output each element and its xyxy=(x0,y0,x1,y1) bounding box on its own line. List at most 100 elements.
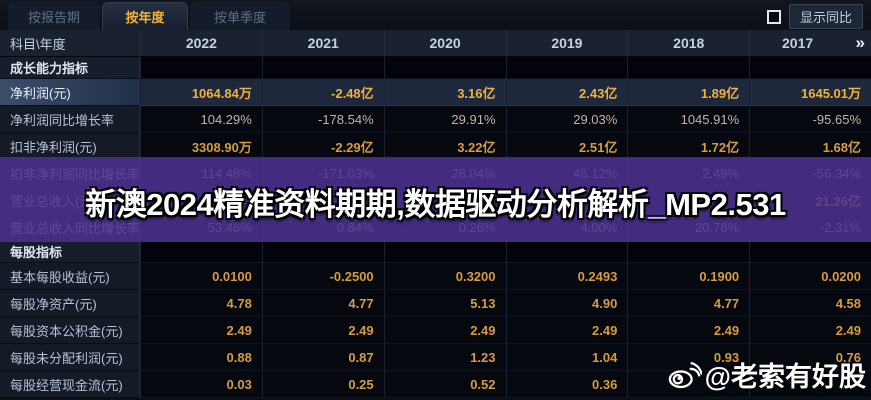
section-empty-cell xyxy=(505,241,628,263)
table-header-row: 科目\年度 2022 2021 2020 2019 2018 2017 » xyxy=(0,30,871,57)
value-cell: -0.2500 xyxy=(261,263,384,290)
value-cell: 21.26亿 xyxy=(749,187,871,214)
table-row[interactable]: 扣非净利润(元) 3308.90万 -2.29亿 3.22亿 2.51亿 1.72亿 1.6… xyxy=(0,133,871,160)
value-cell: 0.0200 xyxy=(749,263,871,290)
value-cell: 4.90 xyxy=(505,290,628,317)
year-column-2022[interactable]: 2022 xyxy=(140,30,262,56)
tab-by-year[interactable]: 按年度 xyxy=(102,2,188,30)
row-label: 每股未分配利润(元) xyxy=(0,344,140,371)
year-column-2021[interactable]: 2021 xyxy=(261,30,384,56)
value-cell xyxy=(749,371,871,398)
value-cell: 0.25 xyxy=(261,371,384,398)
row-label: 每股资本公积金(元) xyxy=(0,317,140,344)
year-column-2018[interactable]: 2018 xyxy=(627,30,749,56)
section-empty-cell xyxy=(749,57,871,79)
section-empty-cell xyxy=(505,57,628,79)
row-label: 扣非净利润同比增长率 xyxy=(0,160,140,187)
value-cell: 3.22亿 xyxy=(383,133,506,160)
year-column-2020[interactable]: 2020 xyxy=(383,30,506,56)
table-row[interactable]: 每股未分配利润(元) 0.88 0.87 1.23 1.04 0.93 0.76 xyxy=(0,344,871,371)
value-cell: -95.65% xyxy=(749,106,871,133)
value-cell xyxy=(505,187,628,214)
table-row[interactable]: 营业总收入(元) 21.26亿 xyxy=(0,187,871,214)
value-cell: 2.49 xyxy=(505,317,628,344)
row-label: 营业总收入同比增长率 xyxy=(0,214,140,241)
value-cell: 0.87 xyxy=(261,344,384,371)
row-label: 扣非净利润(元) xyxy=(0,133,140,160)
table-row[interactable]: 每股经营现金流(元) 0.03 0.25 0.52 0.36 xyxy=(0,371,871,398)
value-cell: 2.49 xyxy=(261,317,384,344)
value-cell: 3.16亿 xyxy=(383,79,506,106)
section-empty-cell xyxy=(261,241,384,263)
show-yoy-button[interactable]: 显示同比 xyxy=(788,4,863,29)
table-row[interactable]: 每股净资产(元) 4.78 4.77 5.13 4.90 4.77 4.58 xyxy=(0,290,871,317)
row-label: 净利润(元) xyxy=(0,79,140,106)
year-column-2017[interactable]: 2017 xyxy=(749,30,871,56)
section-title: 成长能力指标 xyxy=(0,57,140,79)
value-cell: -2.31% xyxy=(749,214,871,241)
tab-by-report-period[interactable]: 按报告期 xyxy=(8,2,100,30)
value-cell: -178.54% xyxy=(261,106,384,133)
yoy-controls: 显示同比 xyxy=(766,4,863,29)
value-cell: 2.49 xyxy=(140,317,262,344)
section-empty-cell xyxy=(261,57,384,79)
value-cell: 0.52 xyxy=(383,371,506,398)
section-title: 每股指标 xyxy=(0,241,140,263)
value-cell: 2.51亿 xyxy=(505,133,628,160)
table-row[interactable]: 基本每股收益(元) 0.0100 -0.2500 0.3200 0.2493 0.1900… xyxy=(0,263,871,290)
value-cell xyxy=(383,187,506,214)
table-row[interactable]: 净利润同比增长率 104.29% -178.54% 29.91% 29.03% 1045.… xyxy=(0,106,871,133)
value-cell: 5.13 xyxy=(383,290,506,317)
table-row[interactable]: 扣非净利润同比增长率 114.48% -171.03% 28.04% 46.12% 2.4… xyxy=(0,160,871,187)
row-label: 营业总收入(元) xyxy=(0,187,140,214)
section-header-row: 每股指标 xyxy=(0,241,871,263)
table-row[interactable]: 净利润(元) 1064.84万 -2.48亿 3.16亿 2.43亿 1.89亿 1645.… xyxy=(0,79,871,106)
value-cell: 1045.91% xyxy=(627,106,750,133)
show-yoy-checkbox[interactable] xyxy=(766,9,781,24)
tab-by-single-quarter[interactable]: 按单季度 xyxy=(190,2,290,30)
table-row[interactable]: 营业总收入同比增长率 53.46% 0.84% 0.26% 4.00% 20.76% -2.… xyxy=(0,214,871,241)
value-cell: 0.93 xyxy=(627,344,750,371)
row-label: 基本每股收益(元) xyxy=(0,263,140,290)
value-cell: 4.78 xyxy=(140,290,262,317)
value-cell: 0.26% xyxy=(383,214,506,241)
value-cell: 0.84% xyxy=(261,214,384,241)
value-cell: 4.77 xyxy=(627,290,750,317)
value-cell xyxy=(140,187,262,214)
more-columns-chevron-icon[interactable]: » xyxy=(855,33,865,52)
value-cell: 1.68亿 xyxy=(749,133,871,160)
value-cell: 0.88 xyxy=(140,344,262,371)
value-cell: 0.03 xyxy=(140,371,262,398)
value-cell: 4.00% xyxy=(505,214,628,241)
value-cell: 0.1900 xyxy=(627,263,750,290)
value-cell: -171.03% xyxy=(261,160,384,187)
value-cell: 0.2493 xyxy=(505,263,628,290)
value-cell: 0.3200 xyxy=(383,263,506,290)
value-cell: 2.49 xyxy=(749,317,871,344)
corner-label: 科目\年度 xyxy=(10,36,66,52)
value-cell: 46.12% xyxy=(505,160,628,187)
value-cell: 1.72亿 xyxy=(627,133,750,160)
value-cell: 4.77 xyxy=(261,290,384,317)
value-cell: 20.76% xyxy=(627,214,750,241)
value-cell xyxy=(627,371,750,398)
value-cell: 2.43亿 xyxy=(505,79,628,106)
value-cell: 1064.84万 xyxy=(140,79,262,106)
value-cell: 1.89亿 xyxy=(627,79,750,106)
year-column-2019[interactable]: 2019 xyxy=(505,30,628,56)
section-empty-cell xyxy=(383,57,506,79)
table-body: 成长能力指标 净利润(元) 1064.84万 -2.48亿 3.16亿 2.43亿 1.89… xyxy=(0,57,871,398)
section-empty-cell xyxy=(140,57,262,79)
value-cell: -56.34% xyxy=(749,160,871,187)
section-header-row: 成长能力指标 xyxy=(0,57,871,79)
value-cell: -2.48亿 xyxy=(261,79,384,106)
value-cell: 114.48% xyxy=(140,160,262,187)
section-empty-cell xyxy=(627,57,750,79)
value-cell: 1645.01万 xyxy=(749,79,871,106)
section-empty-cell xyxy=(140,241,262,263)
value-cell: 2.49% xyxy=(627,160,750,187)
value-cell: -2.29亿 xyxy=(261,133,384,160)
period-tabbar: 按报告期 按年度 按单季度 显示同比 xyxy=(0,0,871,30)
table-row[interactable]: 每股资本公积金(元) 2.49 2.49 2.49 2.49 2.49 2.49 xyxy=(0,317,871,344)
value-cell: 4.58 xyxy=(749,290,871,317)
